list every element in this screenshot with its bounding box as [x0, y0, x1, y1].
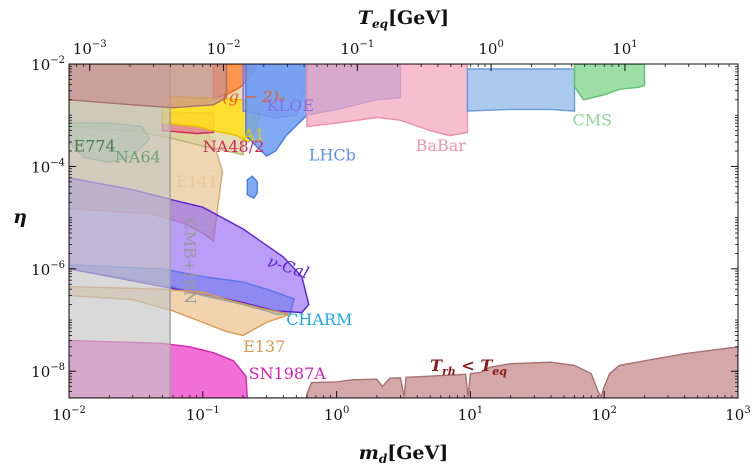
plot-frame	[68, 63, 739, 399]
x-tick-label: 10−2	[52, 405, 86, 424]
label-kloe: KLOE	[267, 96, 314, 115]
y-tick-label: 10−4	[31, 157, 65, 176]
label-g-2: (g − 2)ₑ	[222, 87, 285, 106]
label-cmb-ibn: CMB+IBN	[180, 218, 199, 304]
y-tick-label: 10−8	[31, 362, 65, 381]
region-cms	[573, 64, 646, 101]
y-axis-title: η	[13, 206, 27, 228]
axis-ticks	[68, 63, 739, 399]
x-tick-label: 101	[458, 405, 483, 424]
region-babar-upper	[466, 68, 576, 112]
y-tick-label: 10−2	[31, 55, 65, 74]
axis-titles: md[GeV] Teq[GeV] η	[13, 7, 449, 466]
label-babar: BaBar	[416, 136, 467, 155]
x2-tick-label: 100	[478, 39, 503, 58]
label-e141: E141	[176, 172, 218, 191]
label-a1: A1	[242, 126, 265, 145]
x-tick-label: 10−1	[186, 405, 220, 424]
region-babar	[306, 64, 469, 137]
y-tick-label: 10−6	[31, 260, 65, 279]
x2-tick-label: 10−1	[340, 39, 374, 58]
label-na64: NA64	[115, 147, 161, 166]
region-trh	[69, 64, 228, 109]
exclusion-regions	[69, 64, 738, 398]
region-trh-lower	[69, 346, 738, 398]
label-trh-lt-teq: Trh < Teq	[430, 356, 507, 378]
x2-tick-label: 10−2	[207, 39, 241, 58]
label-lhcb: LHCb	[309, 146, 356, 165]
region-cmb-ibn	[69, 64, 171, 398]
x2-tick-label: 101	[612, 39, 637, 58]
label-charm: CHARM	[286, 310, 352, 329]
x2-axis-title: Teq[GeV]	[358, 7, 449, 31]
label-sn1987a: SN1987A	[249, 364, 327, 383]
x-axis-title: md[GeV]	[359, 442, 449, 466]
region-lhcb-island	[246, 175, 258, 200]
label-na48-2: NA48/2	[203, 137, 264, 156]
x2-tick-label: 10−3	[73, 39, 107, 58]
x-tick-label: 102	[591, 405, 616, 424]
label-e774: E774	[73, 137, 115, 156]
label-e137: E137	[243, 337, 285, 356]
x-tick-label: 103	[725, 405, 750, 424]
label-cms: CMS	[573, 110, 613, 129]
x-tick-label: 100	[324, 405, 349, 424]
tick-labels: 10−2 10−1 100 101 102 103 10−3 10−2 10−1 100 101 10…	[31, 39, 751, 424]
